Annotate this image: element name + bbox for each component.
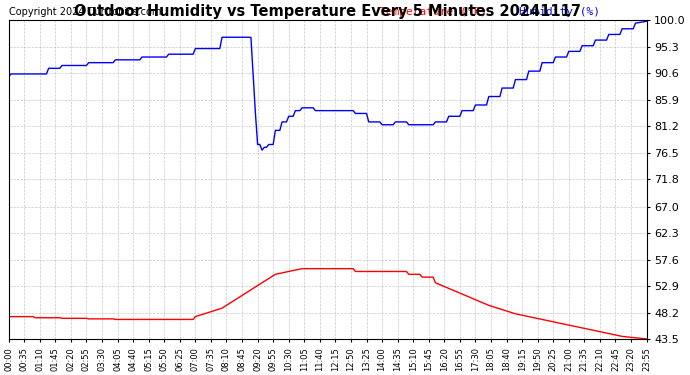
Text: Humidity (%): Humidity (%) [519, 7, 600, 17]
Text: Copyright 2024 Curtronics.com: Copyright 2024 Curtronics.com [9, 7, 161, 17]
Title: Outdoor Humidity vs Temperature Every 5 Minutes 20241117: Outdoor Humidity vs Temperature Every 5 … [74, 4, 581, 19]
Text: Temperature (°F): Temperature (°F) [379, 7, 486, 17]
